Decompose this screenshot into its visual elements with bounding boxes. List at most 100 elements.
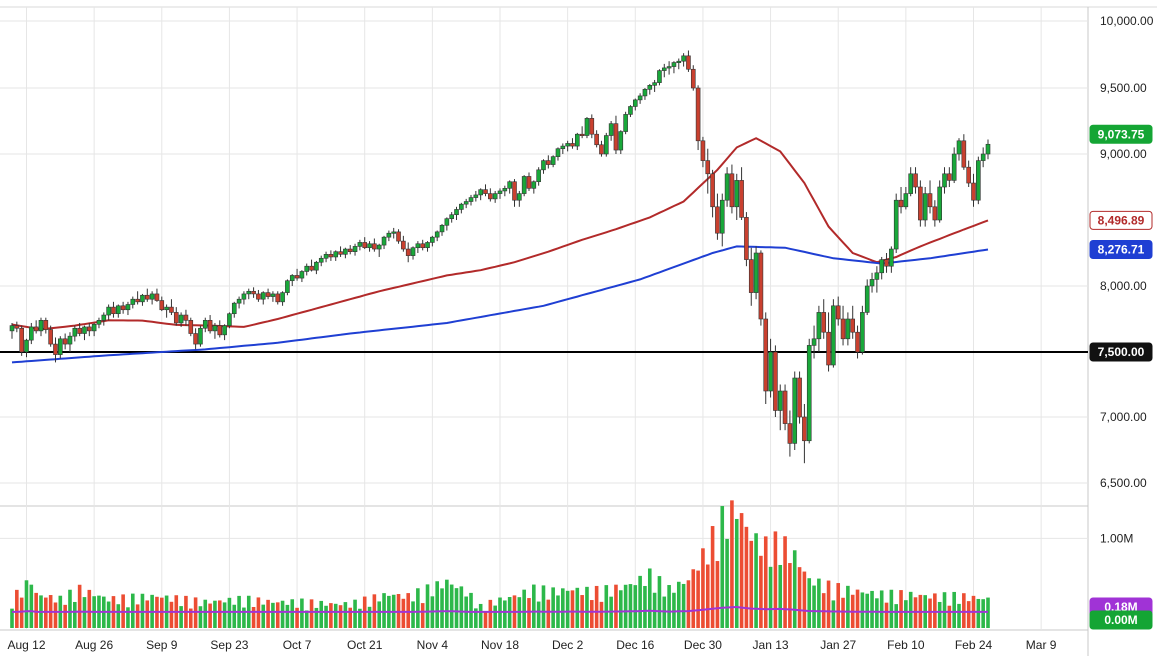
volume-bar xyxy=(836,583,841,628)
candle-down xyxy=(62,338,68,345)
volume-bar xyxy=(937,601,942,628)
volume-bar xyxy=(594,585,599,628)
y-tick-label: 7,000.00 xyxy=(1100,410,1147,424)
volume-bar xyxy=(377,601,382,628)
candle-up xyxy=(536,169,541,183)
x-tick-label: Nov 4 xyxy=(417,638,449,652)
volume-bar xyxy=(942,592,947,628)
volume-bar xyxy=(841,597,845,628)
candle-up xyxy=(734,180,740,208)
candle-up xyxy=(473,194,479,198)
volume-bar xyxy=(628,584,633,628)
candle-down xyxy=(420,243,425,249)
support-line-badge xyxy=(1089,342,1153,362)
y-tick-label: 6,500.00 xyxy=(1100,476,1147,490)
candle-up xyxy=(603,135,609,155)
candle-up xyxy=(115,305,121,315)
volume-bar xyxy=(672,592,676,628)
candle-up xyxy=(101,314,107,321)
volume-bar xyxy=(483,611,488,628)
candle-down xyxy=(589,118,595,135)
volume-bar xyxy=(435,581,439,628)
volume-bar xyxy=(34,592,38,628)
candle-down xyxy=(739,180,744,218)
volume-bar xyxy=(343,602,348,628)
candle-up xyxy=(531,181,537,189)
candle-down xyxy=(120,305,126,311)
volume-last-badge-label: 0.00M xyxy=(1104,613,1137,627)
candle-down xyxy=(362,242,368,249)
candle-up xyxy=(541,160,546,171)
x-tick-label: Oct 21 xyxy=(347,638,383,652)
candle-up xyxy=(236,298,242,304)
candle-up xyxy=(96,320,102,325)
volume-bar xyxy=(870,590,874,628)
candle-down xyxy=(135,298,140,303)
candle-up xyxy=(676,60,682,64)
candle-up xyxy=(831,305,836,366)
volume-bar xyxy=(643,585,647,628)
volume-bar xyxy=(575,587,580,628)
candle-up xyxy=(942,173,947,188)
candle-down xyxy=(913,173,918,188)
y-tick-label: 9,000.00 xyxy=(1100,147,1147,161)
volume-bar xyxy=(817,578,821,628)
volume-bar xyxy=(217,600,222,628)
candle-up xyxy=(816,312,822,340)
volume-bar xyxy=(474,608,478,628)
candle-up xyxy=(381,236,387,246)
volume-bar xyxy=(788,563,792,628)
volume-bar xyxy=(411,601,415,628)
volume-bar xyxy=(285,604,290,628)
candle-up xyxy=(415,243,421,249)
candle-up xyxy=(642,89,648,97)
candle-up xyxy=(724,173,730,201)
x-tick-label: Nov 18 xyxy=(481,638,519,652)
volume-bar xyxy=(623,584,628,628)
candle-down xyxy=(33,326,39,332)
candle-up xyxy=(125,304,131,311)
candle-down xyxy=(173,312,179,324)
candle-up xyxy=(719,199,725,234)
candle-up xyxy=(632,99,638,107)
x-tick-label: Dec 2 xyxy=(552,638,584,652)
candle-up xyxy=(9,325,15,332)
volume-bar xyxy=(768,566,773,628)
candle-down xyxy=(826,331,831,366)
candle-up xyxy=(376,244,382,250)
candle-up xyxy=(478,189,483,196)
candle-up xyxy=(903,193,909,208)
volume-bar xyxy=(275,602,280,628)
candle-down xyxy=(169,306,174,313)
candle-up xyxy=(222,325,227,336)
volume-bar xyxy=(445,579,449,628)
candle-down xyxy=(77,327,82,334)
candle-down xyxy=(183,314,189,321)
candle-down xyxy=(947,173,952,181)
volume-bar xyxy=(242,607,246,628)
volume-tick-label: 1.00M xyxy=(1100,531,1133,545)
volume-bar xyxy=(928,598,932,628)
volume-bar xyxy=(734,518,739,628)
candle-up xyxy=(459,203,464,210)
candle-up xyxy=(231,302,237,315)
candle-up xyxy=(507,181,512,189)
candle-down xyxy=(695,87,701,142)
volume-bar xyxy=(358,608,362,628)
candle-down xyxy=(275,293,281,303)
candle-up xyxy=(869,279,875,287)
candle-down xyxy=(405,248,411,256)
candle-up xyxy=(618,131,624,151)
volume-bar xyxy=(140,593,145,628)
candle-up xyxy=(777,390,783,411)
volume-bar xyxy=(449,584,454,628)
volume-bar xyxy=(232,604,237,628)
volume-bar xyxy=(763,536,768,628)
volume-bar xyxy=(222,602,227,628)
candle-up xyxy=(550,156,556,165)
volume-bar xyxy=(773,531,778,628)
volume-bar xyxy=(638,575,642,628)
volume-bar xyxy=(329,603,333,628)
candle-down xyxy=(850,318,856,333)
